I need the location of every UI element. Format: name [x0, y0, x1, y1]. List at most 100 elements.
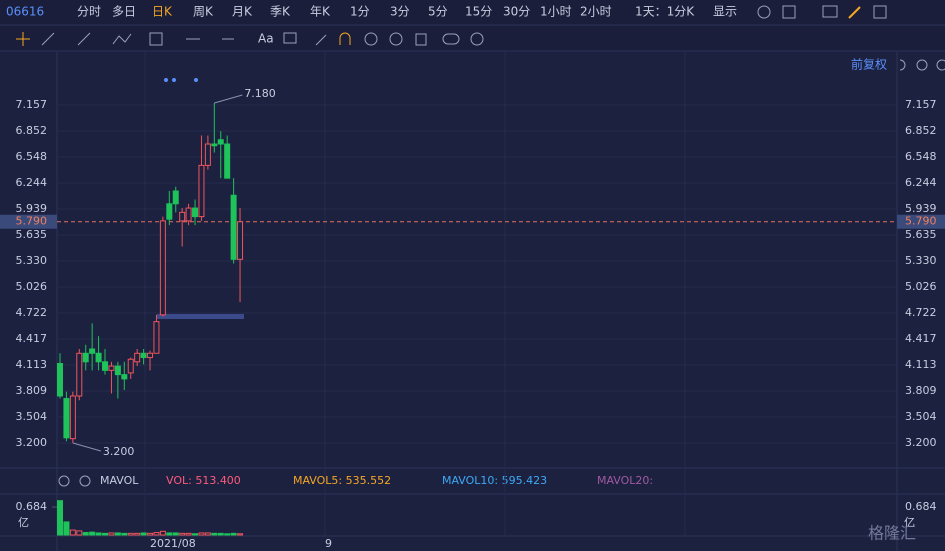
- zoom-icon[interactable]: [916, 59, 928, 71]
- volume-bar: [76, 530, 83, 536]
- settings-icon[interactable]: [58, 475, 70, 487]
- y-tick-label: 5.635: [16, 228, 48, 241]
- volume-bar: [185, 532, 192, 536]
- candle-body: [230, 194, 237, 260]
- indicator-name[interactable]: MAVOL: [100, 474, 139, 487]
- volume-bar: [108, 532, 115, 536]
- volume-bar: [147, 532, 154, 536]
- settings-icon[interactable]: [757, 5, 771, 19]
- marker: [194, 78, 198, 82]
- volume-bar: [57, 500, 63, 536]
- y-tick-label: 3.504: [905, 410, 937, 423]
- candle-body: [147, 352, 154, 359]
- y-tick-label: 6.852: [16, 124, 48, 137]
- y-tick-label: 5.635: [905, 228, 937, 241]
- candle-body: [134, 352, 141, 363]
- stock-code[interactable]: 06616: [6, 5, 44, 19]
- back-icon[interactable]: [936, 59, 945, 71]
- tab[interactable]: 多日: [112, 5, 136, 19]
- y-tick-label: 6.548: [16, 150, 48, 163]
- y-tick-label: 4.417: [905, 332, 937, 345]
- tab[interactable]: 季K: [270, 5, 291, 19]
- x-label: 2021/08: [150, 537, 196, 550]
- delete-icon[interactable]: [415, 33, 427, 46]
- tab[interactable]: 15分: [465, 5, 492, 19]
- volume-bar: [134, 532, 141, 536]
- volume-bar: [140, 532, 147, 536]
- candle-body: [63, 398, 70, 439]
- candle-body: [211, 143, 218, 147]
- tab[interactable]: 分时: [77, 5, 101, 19]
- tab[interactable]: 30分: [503, 5, 530, 19]
- candle-body: [166, 203, 173, 220]
- candle-body: [224, 143, 231, 179]
- tab[interactable]: 周K: [193, 5, 214, 19]
- y-tick-label: 7.157: [905, 98, 937, 111]
- pen-icon[interactable]: [848, 6, 861, 19]
- tab[interactable]: 显示: [713, 5, 737, 19]
- y-tick-label: 3.504: [16, 410, 48, 423]
- fib-icon[interactable]: [149, 32, 163, 46]
- fullscreen-icon[interactable]: [873, 5, 887, 19]
- y-tick-label: 5.939: [905, 202, 937, 215]
- candle-body: [172, 190, 179, 205]
- channel-icon[interactable]: [77, 32, 91, 46]
- tab[interactable]: 1小时: [540, 5, 572, 19]
- drawing-toolbar: [0, 26, 945, 51]
- volume-bar: [114, 532, 121, 536]
- volume-bar: [166, 532, 173, 536]
- link-icon[interactable]: [442, 33, 460, 45]
- close-icon[interactable]: [79, 475, 91, 487]
- hide-icon[interactable]: [389, 32, 403, 46]
- volume-bar: [198, 532, 205, 536]
- y-tick-label: 5.939: [16, 202, 48, 215]
- vol-unit: 亿: [904, 516, 915, 529]
- volume-bar: [217, 532, 224, 536]
- candle-body: [114, 365, 121, 376]
- candle-body: [121, 374, 128, 380]
- candle-body: [217, 139, 224, 145]
- candle-body: [89, 348, 96, 354]
- candle-body: [237, 221, 244, 260]
- volume-bar: [127, 532, 134, 536]
- tab[interactable]: 年K: [310, 5, 331, 19]
- marker: [172, 78, 176, 82]
- reset-icon[interactable]: [899, 59, 906, 71]
- checkbox-icon[interactable]: [782, 5, 796, 19]
- text-tool[interactable]: Aa: [258, 32, 274, 46]
- annotation-line: [214, 94, 243, 104]
- candle-body: [102, 361, 109, 371]
- tab[interactable]: 日K: [152, 5, 173, 19]
- settings-icon[interactable]: [470, 32, 484, 46]
- annotation-line: [72, 442, 101, 452]
- tab[interactable]: 1分: [350, 5, 370, 19]
- high-annotation: 7.180: [244, 87, 276, 100]
- camera-icon[interactable]: [822, 5, 838, 18]
- indicator-vol: VOL: 513.400: [166, 474, 241, 487]
- wave-icon[interactable]: [112, 33, 132, 45]
- lock-icon[interactable]: [364, 32, 378, 46]
- volume-bar: [179, 532, 186, 536]
- line-icon[interactable]: [41, 32, 55, 46]
- volume-bar: [95, 532, 102, 536]
- candle-body: [204, 143, 211, 166]
- magnet-icon[interactable]: [339, 32, 351, 45]
- indicator-ma10: MAVOL10: 595.423: [442, 474, 547, 487]
- tab[interactable]: 3分: [390, 5, 410, 19]
- vol-tick-label: 0.684: [16, 500, 48, 513]
- y-tick-label: 3.809: [905, 384, 937, 397]
- tab[interactable]: 5分: [428, 5, 448, 19]
- candle-body: [69, 395, 76, 440]
- price-box: [0, 214, 57, 229]
- y-tick-label: 3.809: [16, 384, 48, 397]
- toolbar-icons: [16, 5, 945, 487]
- tab[interactable]: 2小时: [580, 5, 612, 19]
- note-icon[interactable]: [283, 32, 297, 44]
- volume-bar: [192, 533, 199, 536]
- tab[interactable]: 月K: [232, 5, 253, 19]
- adjust-mode[interactable]: 前复权: [851, 57, 887, 72]
- tab[interactable]: 1天：1分K: [635, 5, 695, 19]
- y-tick-label: 5.026: [905, 280, 937, 293]
- ruler-icon[interactable]: [315, 34, 327, 46]
- volume-bar: [230, 532, 237, 536]
